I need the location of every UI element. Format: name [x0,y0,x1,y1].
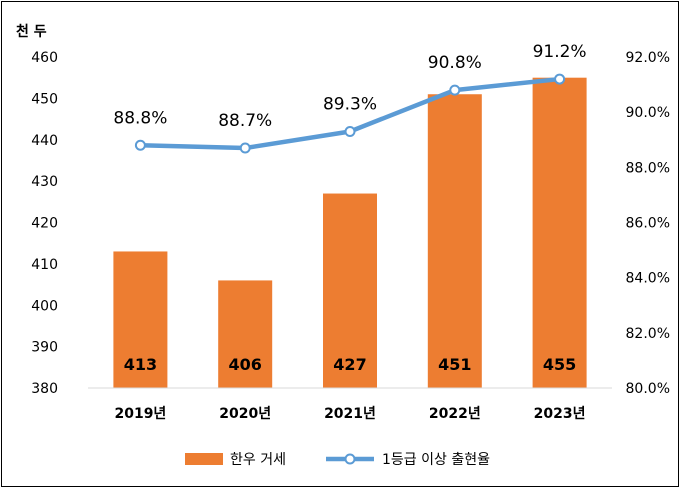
bar-data-label: 406 [228,355,261,374]
left-axis: 380 390 400 410 420 430 440 450 460 [31,50,58,397]
line-data-label: 89.3% [323,94,377,114]
bar-data-label: 413 [124,355,157,374]
line-point [449,84,461,96]
bar-data-label: 427 [333,355,366,374]
x-tick-label: 2022년 [429,406,481,422]
bar [532,77,587,388]
y-right-tick-label: 86.0% [626,216,670,232]
y-right-tick-label: 80.0% [626,381,670,397]
line-data-label: 88.8% [113,108,167,128]
legend-label: 1등급 이상 출현율 [382,452,490,468]
right-axis: 80.0% 82.0% 84.0% 86.0% 88.0% 90.0% 92.0% [626,50,670,397]
legend: 한우 거세 1등급 이상 출현율 [185,452,490,468]
y-right-tick-label: 84.0% [626,271,670,287]
y-unit-label: 천 두 [16,24,47,40]
y-left-tick-label: 400 [31,298,58,314]
line-point [554,73,566,85]
y-left-tick-label: 410 [31,257,58,273]
y-right-tick-label: 88.0% [626,160,670,176]
legend-swatch-bar [185,453,223,465]
line-data-label: 90.8% [428,53,482,73]
line-point [344,125,356,137]
bar-data-label: 455 [543,355,576,374]
y-left-tick-label: 430 [31,174,58,190]
y-left-tick-label: 440 [31,133,58,149]
bar [323,193,377,388]
y-left-tick-label: 460 [31,50,58,66]
x-tick-label: 2023년 [534,406,586,422]
x-tick-label: 2019년 [114,406,166,422]
line-point [134,139,146,151]
line-data-label: 91.2% [533,42,587,62]
legend-label: 한우 거세 [230,452,286,468]
legend-marker [344,453,356,465]
y-left-tick-label: 420 [31,216,58,232]
line-point [239,142,251,154]
line-data-label: 88.7% [218,111,272,131]
bar [218,280,273,388]
y-right-tick-label: 92.0% [626,50,670,66]
bar [427,94,482,389]
y-left-tick-label: 450 [31,91,58,107]
y-left-tick-label: 380 [31,381,58,397]
y-left-tick-label: 390 [31,340,58,356]
bar [113,251,168,388]
y-right-tick-label: 90.0% [626,105,670,121]
bar-data-label: 451 [438,355,471,374]
x-axis: 2019년 2020년 2021년 2022년 2023년 [114,406,585,422]
x-tick-label: 2021년 [324,406,376,422]
y-right-tick-label: 82.0% [626,326,670,342]
x-tick-label: 2020년 [219,406,271,422]
line-series: 88.8% 88.7% 89.3% 90.8% 91.2% [113,42,587,154]
bar-series: 413 406 427 451 455 [113,77,587,389]
